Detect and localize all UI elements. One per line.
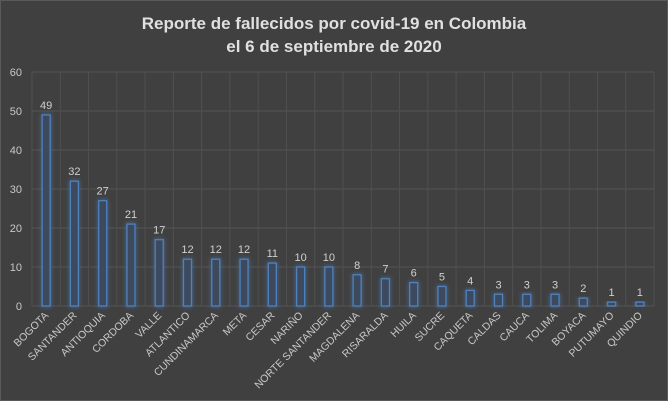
data-label: 4 [467,275,473,287]
bar [578,297,588,307]
data-label: 21 [125,209,137,221]
data-label: 17 [153,225,165,237]
data-label: 8 [354,260,360,272]
bar [465,289,475,307]
bar [380,278,391,307]
data-label: 11 [267,248,278,260]
data-label: 49 [40,100,52,112]
bar [324,266,334,307]
bar [239,258,249,307]
bar [635,301,645,307]
data-label: 27 [97,186,109,198]
y-tick-label: 60 [10,67,22,79]
bar [98,200,108,307]
data-label: 12 [210,244,222,256]
data-label: 12 [181,244,193,256]
bar [154,239,164,307]
bar [69,180,80,307]
y-tick-label: 20 [10,223,22,235]
bar [437,285,447,307]
data-label: 6 [411,268,417,280]
data-label: 3 [552,279,558,291]
y-tick-label: 10 [10,262,22,274]
y-tick-label: 0 [16,301,22,313]
data-label: 1 [609,287,615,299]
bar [493,293,504,307]
data-label: 32 [68,166,80,178]
data-label: 10 [294,252,306,264]
data-label: 1 [637,287,643,299]
data-label: 7 [382,264,388,276]
y-tick-label: 40 [10,145,22,157]
bar [41,114,51,307]
data-label: 10 [323,252,335,264]
bar [182,258,193,307]
y-tick-label: 50 [10,106,22,118]
bar [352,274,362,307]
bar [267,262,277,307]
title-line-2: el 6 de septiembre de 2020 [226,37,442,56]
data-label: 5 [439,272,445,284]
y-tick-label: 30 [10,184,22,196]
data-label: 2 [580,283,586,295]
data-label: 3 [495,279,501,291]
data-label: 3 [524,279,530,291]
data-label: 12 [238,244,250,256]
bar [522,293,532,307]
title-line-1: Reporte de fallecidos por covid-19 en Co… [141,14,527,33]
bar [550,293,560,307]
bar [409,281,419,307]
bar [126,223,136,307]
chart-title: Reporte de fallecidos por covid-19 en Co… [0,12,668,58]
bar [211,258,221,307]
bar [295,266,306,307]
bar [606,301,617,307]
